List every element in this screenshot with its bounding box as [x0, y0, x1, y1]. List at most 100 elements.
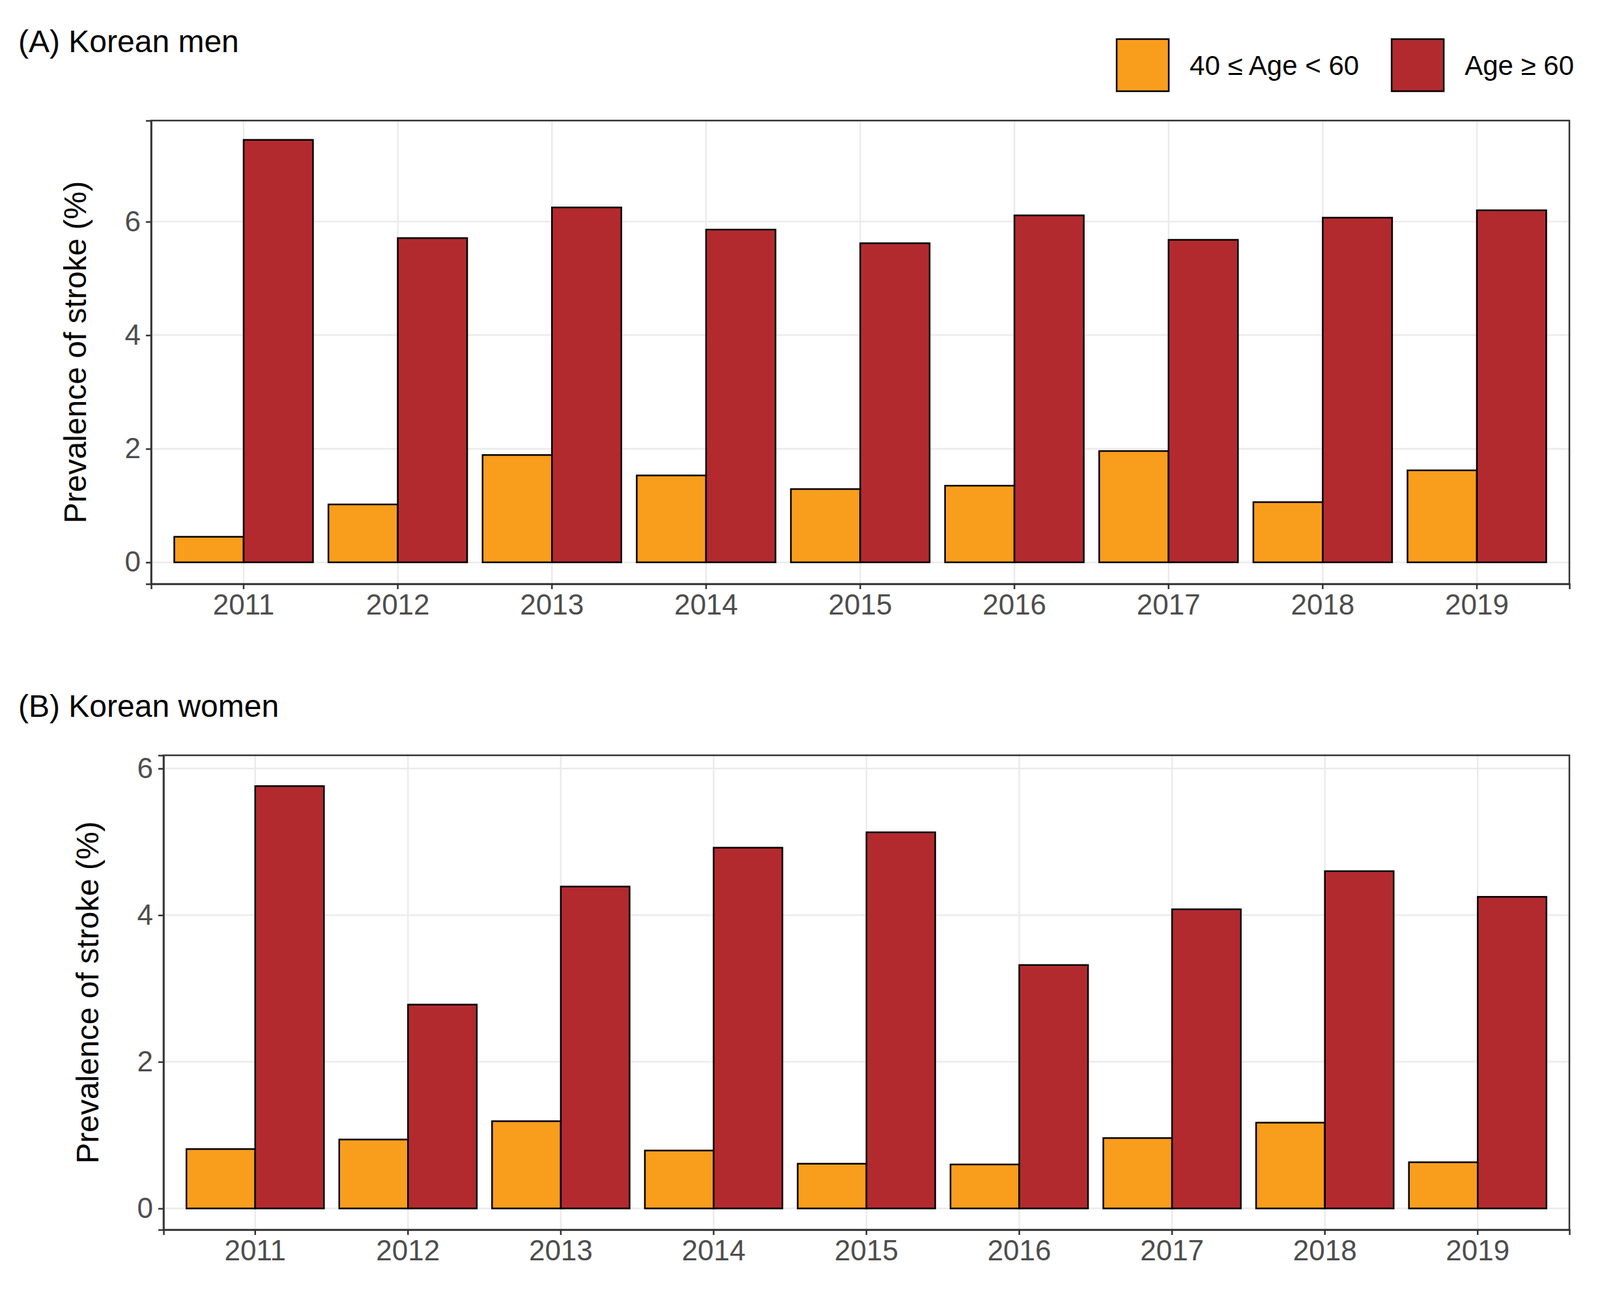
bar — [860, 242, 930, 563]
tick: 2017 — [1140, 1229, 1204, 1266]
tick: 4 — [137, 898, 164, 931]
tick-label: 2012 — [375, 1233, 440, 1266]
chart-canvas: 0 2 4 6 2011 2012 2013 2014 2015 2016 2017 2018 2019… — [0, 0, 1600, 1304]
tick-label: 2017 — [1136, 588, 1201, 621]
tick: 0 — [125, 545, 152, 578]
tick-mark — [158, 768, 164, 771]
tick-label: 2018 — [1293, 1233, 1358, 1266]
tick-mark — [145, 220, 152, 223]
bar — [482, 454, 552, 563]
tick-label: 0 — [125, 545, 141, 578]
panel: 0 2 4 6 2011 2012 2013 2014 2015 2016 2017 2018 2019… — [18, 24, 1571, 621]
bar — [1103, 1137, 1173, 1208]
tick-label: 2014 — [681, 1233, 746, 1266]
tick: 2015 — [828, 583, 893, 621]
tick: 0 — [137, 1191, 164, 1224]
tick: 2019 — [1444, 583, 1509, 621]
bar — [1099, 450, 1169, 563]
tick-label: 2013 — [528, 1233, 593, 1266]
plot-background — [151, 120, 1570, 584]
grid — [151, 120, 1570, 584]
bar — [186, 1148, 256, 1208]
grid — [163, 755, 1570, 1230]
bar — [1171, 908, 1242, 1208]
bar — [1325, 871, 1395, 1209]
axis-line — [158, 755, 165, 1230]
x-axis: 2011 2012 2013 2014 2015 2016 2017 2018 2019 — [151, 583, 1571, 621]
bar — [398, 237, 468, 563]
bar — [328, 504, 398, 563]
y-axis: 0 2 4 6 — [125, 121, 152, 585]
chart-title: (B) Korean women — [18, 688, 279, 724]
bar — [1322, 217, 1392, 563]
legend-label: 40 ≤ Age < 60 — [1189, 50, 1359, 81]
tick-label: 2019 — [1444, 588, 1509, 621]
bars — [173, 140, 1546, 563]
tick: 6 — [125, 205, 152, 238]
legend-label: Age ≥ 60 — [1464, 50, 1574, 81]
tick-label: 0 — [137, 1191, 154, 1224]
legend: 40 ≤ Age < 60 Age ≥ 60 — [1116, 39, 1574, 92]
bar — [945, 485, 1015, 563]
plot-frame — [163, 755, 1570, 1230]
bar — [1168, 239, 1238, 563]
tick: 2013 — [528, 1229, 593, 1266]
tick-mark — [158, 1207, 164, 1210]
bar — [950, 1164, 1020, 1209]
tick-label: 2017 — [1140, 1233, 1204, 1266]
tick-mark — [145, 448, 152, 451]
bar — [713, 847, 783, 1209]
legend-key — [1116, 39, 1169, 92]
tick: 6 — [137, 751, 164, 784]
tick-label: 2012 — [366, 588, 430, 621]
bar — [644, 1149, 715, 1208]
tick-label: 2011 — [213, 588, 275, 621]
tick: 2014 — [681, 1229, 746, 1266]
bar — [797, 1163, 867, 1209]
bar — [173, 536, 243, 563]
axis-title: Prevalence of stroke (%) — [70, 820, 105, 1164]
tick-mark — [145, 561, 152, 564]
bar — [866, 831, 936, 1208]
tick: 4 — [125, 318, 152, 351]
tick: 2017 — [1136, 583, 1201, 621]
tick: 2012 — [366, 583, 430, 621]
bar — [243, 140, 313, 563]
axis-line — [145, 121, 152, 585]
tick: 2018 — [1293, 1229, 1358, 1266]
bar — [407, 1004, 477, 1209]
bar — [491, 1120, 561, 1208]
tick-label: 2015 — [834, 1233, 899, 1266]
legend-key — [1391, 39, 1444, 92]
tick-mark — [158, 914, 164, 917]
tick: 2 — [137, 1044, 164, 1077]
tick-label: 2014 — [674, 588, 739, 621]
bar — [551, 207, 621, 563]
plot-background — [163, 755, 1570, 1230]
plot-frame — [151, 120, 1570, 584]
tick-label: 2018 — [1290, 588, 1355, 621]
tick-label: 2016 — [987, 1233, 1052, 1266]
bar — [1014, 215, 1084, 563]
tick-label: 2015 — [828, 588, 893, 621]
tick: 2013 — [519, 583, 584, 621]
tick: 2 — [125, 431, 152, 464]
tick: 2012 — [375, 1229, 440, 1266]
bar — [1409, 1161, 1479, 1208]
bar — [1019, 964, 1089, 1209]
tick-label: 2019 — [1445, 1233, 1510, 1266]
tick-label: 2013 — [519, 588, 584, 621]
tick-label: 2 — [137, 1044, 154, 1077]
chart-title: (A) Korean men — [18, 24, 240, 59]
bar — [255, 785, 325, 1208]
tick-label: 4 — [137, 898, 154, 931]
tick: 2011 — [213, 583, 275, 621]
tick: 2016 — [982, 583, 1047, 621]
bar — [1256, 1122, 1326, 1209]
tick-mark — [145, 334, 152, 337]
tick-label: 2011 — [224, 1233, 286, 1266]
tick: 2019 — [1445, 1229, 1510, 1266]
tick-label: 6 — [125, 205, 141, 238]
tick: 2014 — [674, 583, 739, 621]
bar — [790, 488, 860, 562]
